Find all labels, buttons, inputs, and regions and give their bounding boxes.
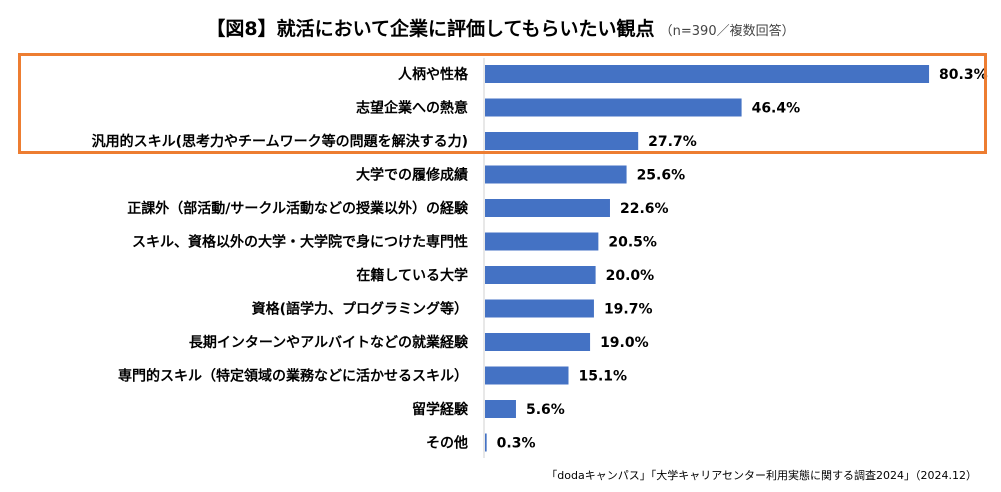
top-three-highlight-box (18, 53, 987, 154)
category-label: 志望企業への熱意 (356, 100, 468, 117)
bar (485, 98, 742, 117)
value-label: 22.6% (620, 201, 669, 217)
bar (485, 199, 610, 217)
category-label: スキル、資格以外の大学・大学院で身につけた専門性 (132, 234, 468, 251)
category-label: 留学経験 (412, 401, 469, 418)
category-label: 汎用的スキル(思考力やチームワーク等の問題を解決する力) (92, 133, 468, 150)
value-label: 19.0% (600, 335, 649, 351)
chart-title: 【図8】就活において企業に評価してもらいたい観点 (206, 18, 655, 40)
source-note: 「dodaキャンパス」「大学キャリアセンター利用実態に関する調査2024」（20… (546, 469, 977, 482)
category-label: 人柄や性格 (398, 66, 469, 83)
value-label: 25.6% (637, 168, 686, 184)
bar (485, 433, 487, 452)
value-label: 20.5% (608, 235, 657, 251)
bar (485, 400, 516, 418)
bar (485, 165, 627, 184)
bar (485, 132, 639, 150)
value-label: 5.6% (526, 402, 565, 418)
chart-title-wrap: 【図8】就活において企業に評価してもらいたい観点 （n=390／複数回答） (0, 14, 1001, 41)
value-label: 15.1% (579, 369, 628, 385)
value-label: 27.7% (648, 134, 697, 150)
category-label: 長期インターンやアルバイトなどの就業経験 (189, 334, 469, 351)
bar (485, 333, 591, 351)
bar (485, 366, 569, 385)
category-label: その他 (426, 435, 468, 452)
value-label: 19.7% (604, 302, 653, 318)
bar (485, 232, 599, 251)
category-label: 正課外（部活動/サークル活動などの授業以外）の経験 (127, 200, 469, 217)
value-label: 0.3% (497, 436, 536, 452)
category-label: 資格(語学力、プログラミング等） (252, 301, 468, 318)
category-label: 大学での履修成績 (356, 167, 468, 184)
category-label: 専門的スキル（特定領域の業務などに活かせるスキル） (118, 368, 468, 385)
chart-subtitle: （n=390／複数回答） (659, 24, 795, 39)
value-label: 80.3% (939, 67, 988, 83)
value-label: 20.0% (606, 268, 655, 284)
bar (485, 65, 930, 83)
category-label: 在籍している大学 (356, 267, 468, 284)
bar (485, 299, 594, 318)
bar (485, 266, 596, 284)
value-label: 46.4% (752, 101, 801, 117)
